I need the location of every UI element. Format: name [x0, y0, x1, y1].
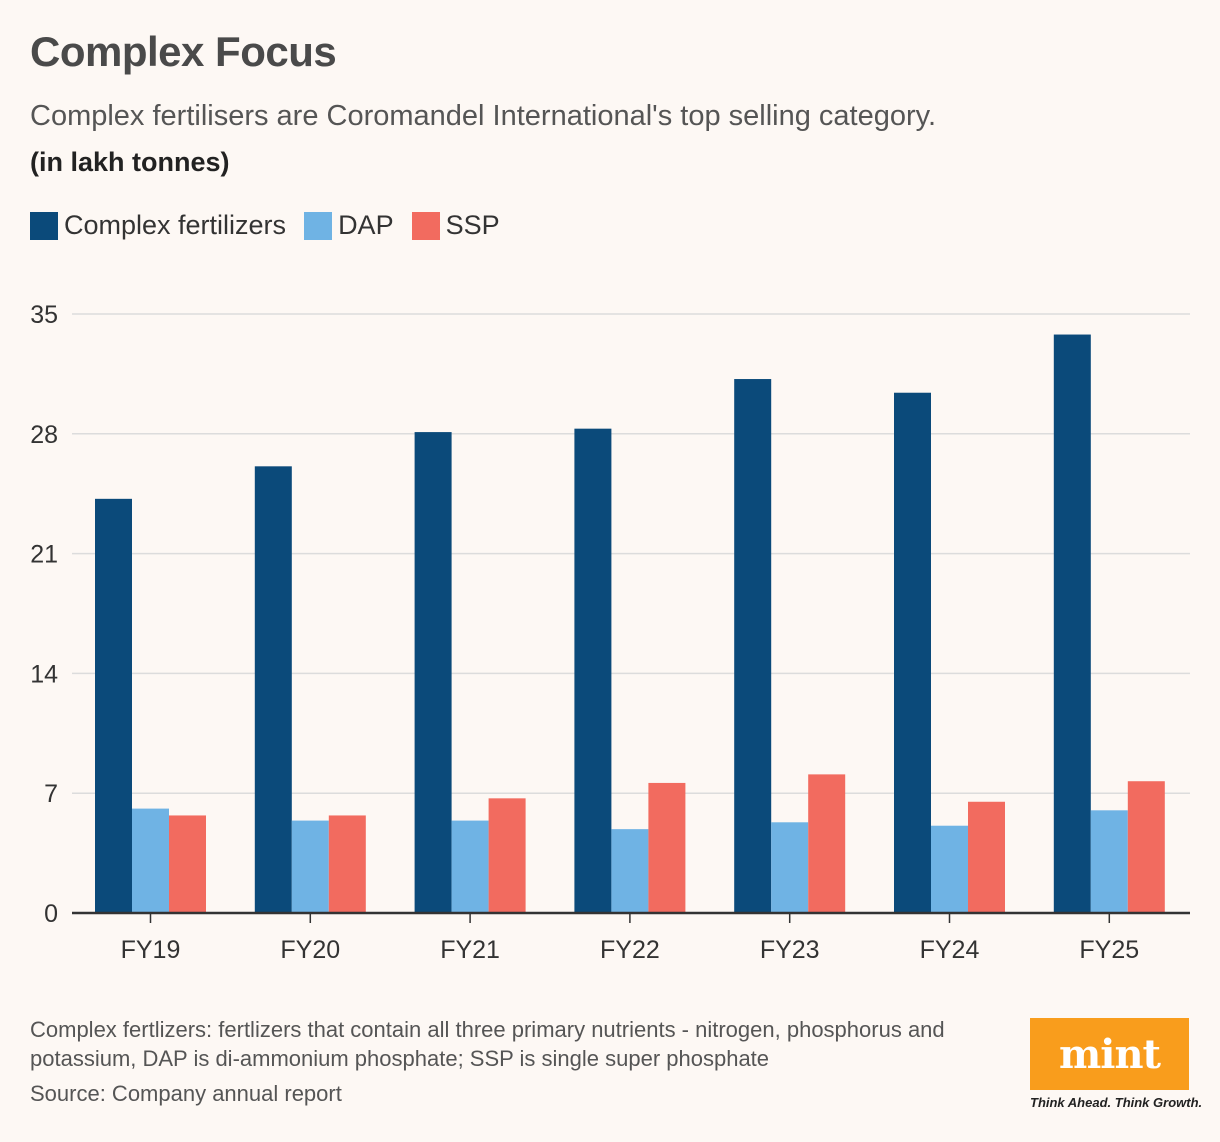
legend: Complex fertilizers DAP SSP [30, 210, 518, 241]
bar-ssp-fy22 [648, 782, 686, 913]
legend-label-ssp: SSP [445, 210, 500, 240]
bar-chart: 0 7 14 21 28 35 FY19 FY20 FY21 FY22 FY23 FY24 FY25 [30, 301, 1190, 964]
y-tick-label-14: 14 [30, 660, 58, 688]
y-tick-label-0: 0 [44, 900, 58, 928]
y-tick-label-28: 28 [30, 421, 58, 449]
bar-complex-fy24 [894, 392, 931, 913]
bar-complex-fy25 [1053, 334, 1091, 914]
legend-item-ssp: SSP [411, 210, 500, 241]
x-tick-label-fy20: FY20 [280, 936, 340, 964]
bar-ssp-fy24 [968, 801, 1005, 913]
bar-dap-fy23 [771, 822, 809, 913]
bar-complex-fy22 [574, 428, 612, 913]
footnote: Complex fertlizers: fertlizers that cont… [30, 1017, 945, 1071]
bar-ssp-fy20 [328, 815, 366, 913]
x-tick-label-fy19: FY19 [121, 936, 181, 964]
legend-swatch-complex [30, 211, 58, 240]
bar-complex-fy19 [95, 498, 132, 913]
legend-swatch-dap [304, 211, 333, 240]
legend-label-complex: Complex fertilizers [64, 210, 287, 240]
bar-dap-fy21 [451, 820, 489, 913]
bar-ssp-fy23 [808, 774, 846, 913]
y-tick-label-35: 35 [30, 301, 58, 329]
mint-logo: mint [1030, 1018, 1189, 1090]
source-note: Source: Company annual report [30, 1081, 342, 1106]
unit-label: (in lakh tonnes) [30, 147, 230, 177]
bar-complex-fy21 [414, 432, 452, 913]
x-tick-label-fy25: FY25 [1079, 936, 1139, 964]
bar-dap-fy24 [931, 825, 968, 913]
x-tick-label-fy24: FY24 [920, 936, 980, 964]
mint-logo-text: mint [1058, 1030, 1161, 1078]
bar-dap-fy19 [132, 808, 169, 913]
bar-dap-fy25 [1090, 810, 1128, 913]
x-tick-label-fy23: FY23 [760, 936, 820, 964]
chart-title: Complex Focus [30, 28, 337, 75]
x-tick-label-fy21: FY21 [440, 936, 500, 964]
legend-swatch-ssp [411, 211, 440, 240]
x-tick-label-fy22: FY22 [600, 936, 660, 964]
bar-complex-fy20 [254, 466, 292, 913]
legend-item-dap: DAP [304, 210, 394, 241]
bar-ssp-fy25 [1127, 781, 1165, 913]
bar-ssp-fy19 [169, 815, 206, 913]
bar-complex-fy23 [734, 379, 772, 913]
bar-ssp-fy21 [488, 798, 526, 913]
y-tick-label-7: 7 [44, 780, 58, 808]
bar-dap-fy20 [291, 820, 329, 913]
bar-dap-fy22 [611, 829, 649, 913]
chart-subtitle: Complex fertilisers are Coromandel Inter… [30, 100, 937, 132]
legend-item-complex: Complex fertilizers [30, 210, 286, 241]
y-tick-label-21: 21 [30, 541, 58, 569]
mint-tagline: Think Ahead. Think Growth. [1030, 1095, 1203, 1110]
legend-label-dap: DAP [338, 210, 394, 240]
